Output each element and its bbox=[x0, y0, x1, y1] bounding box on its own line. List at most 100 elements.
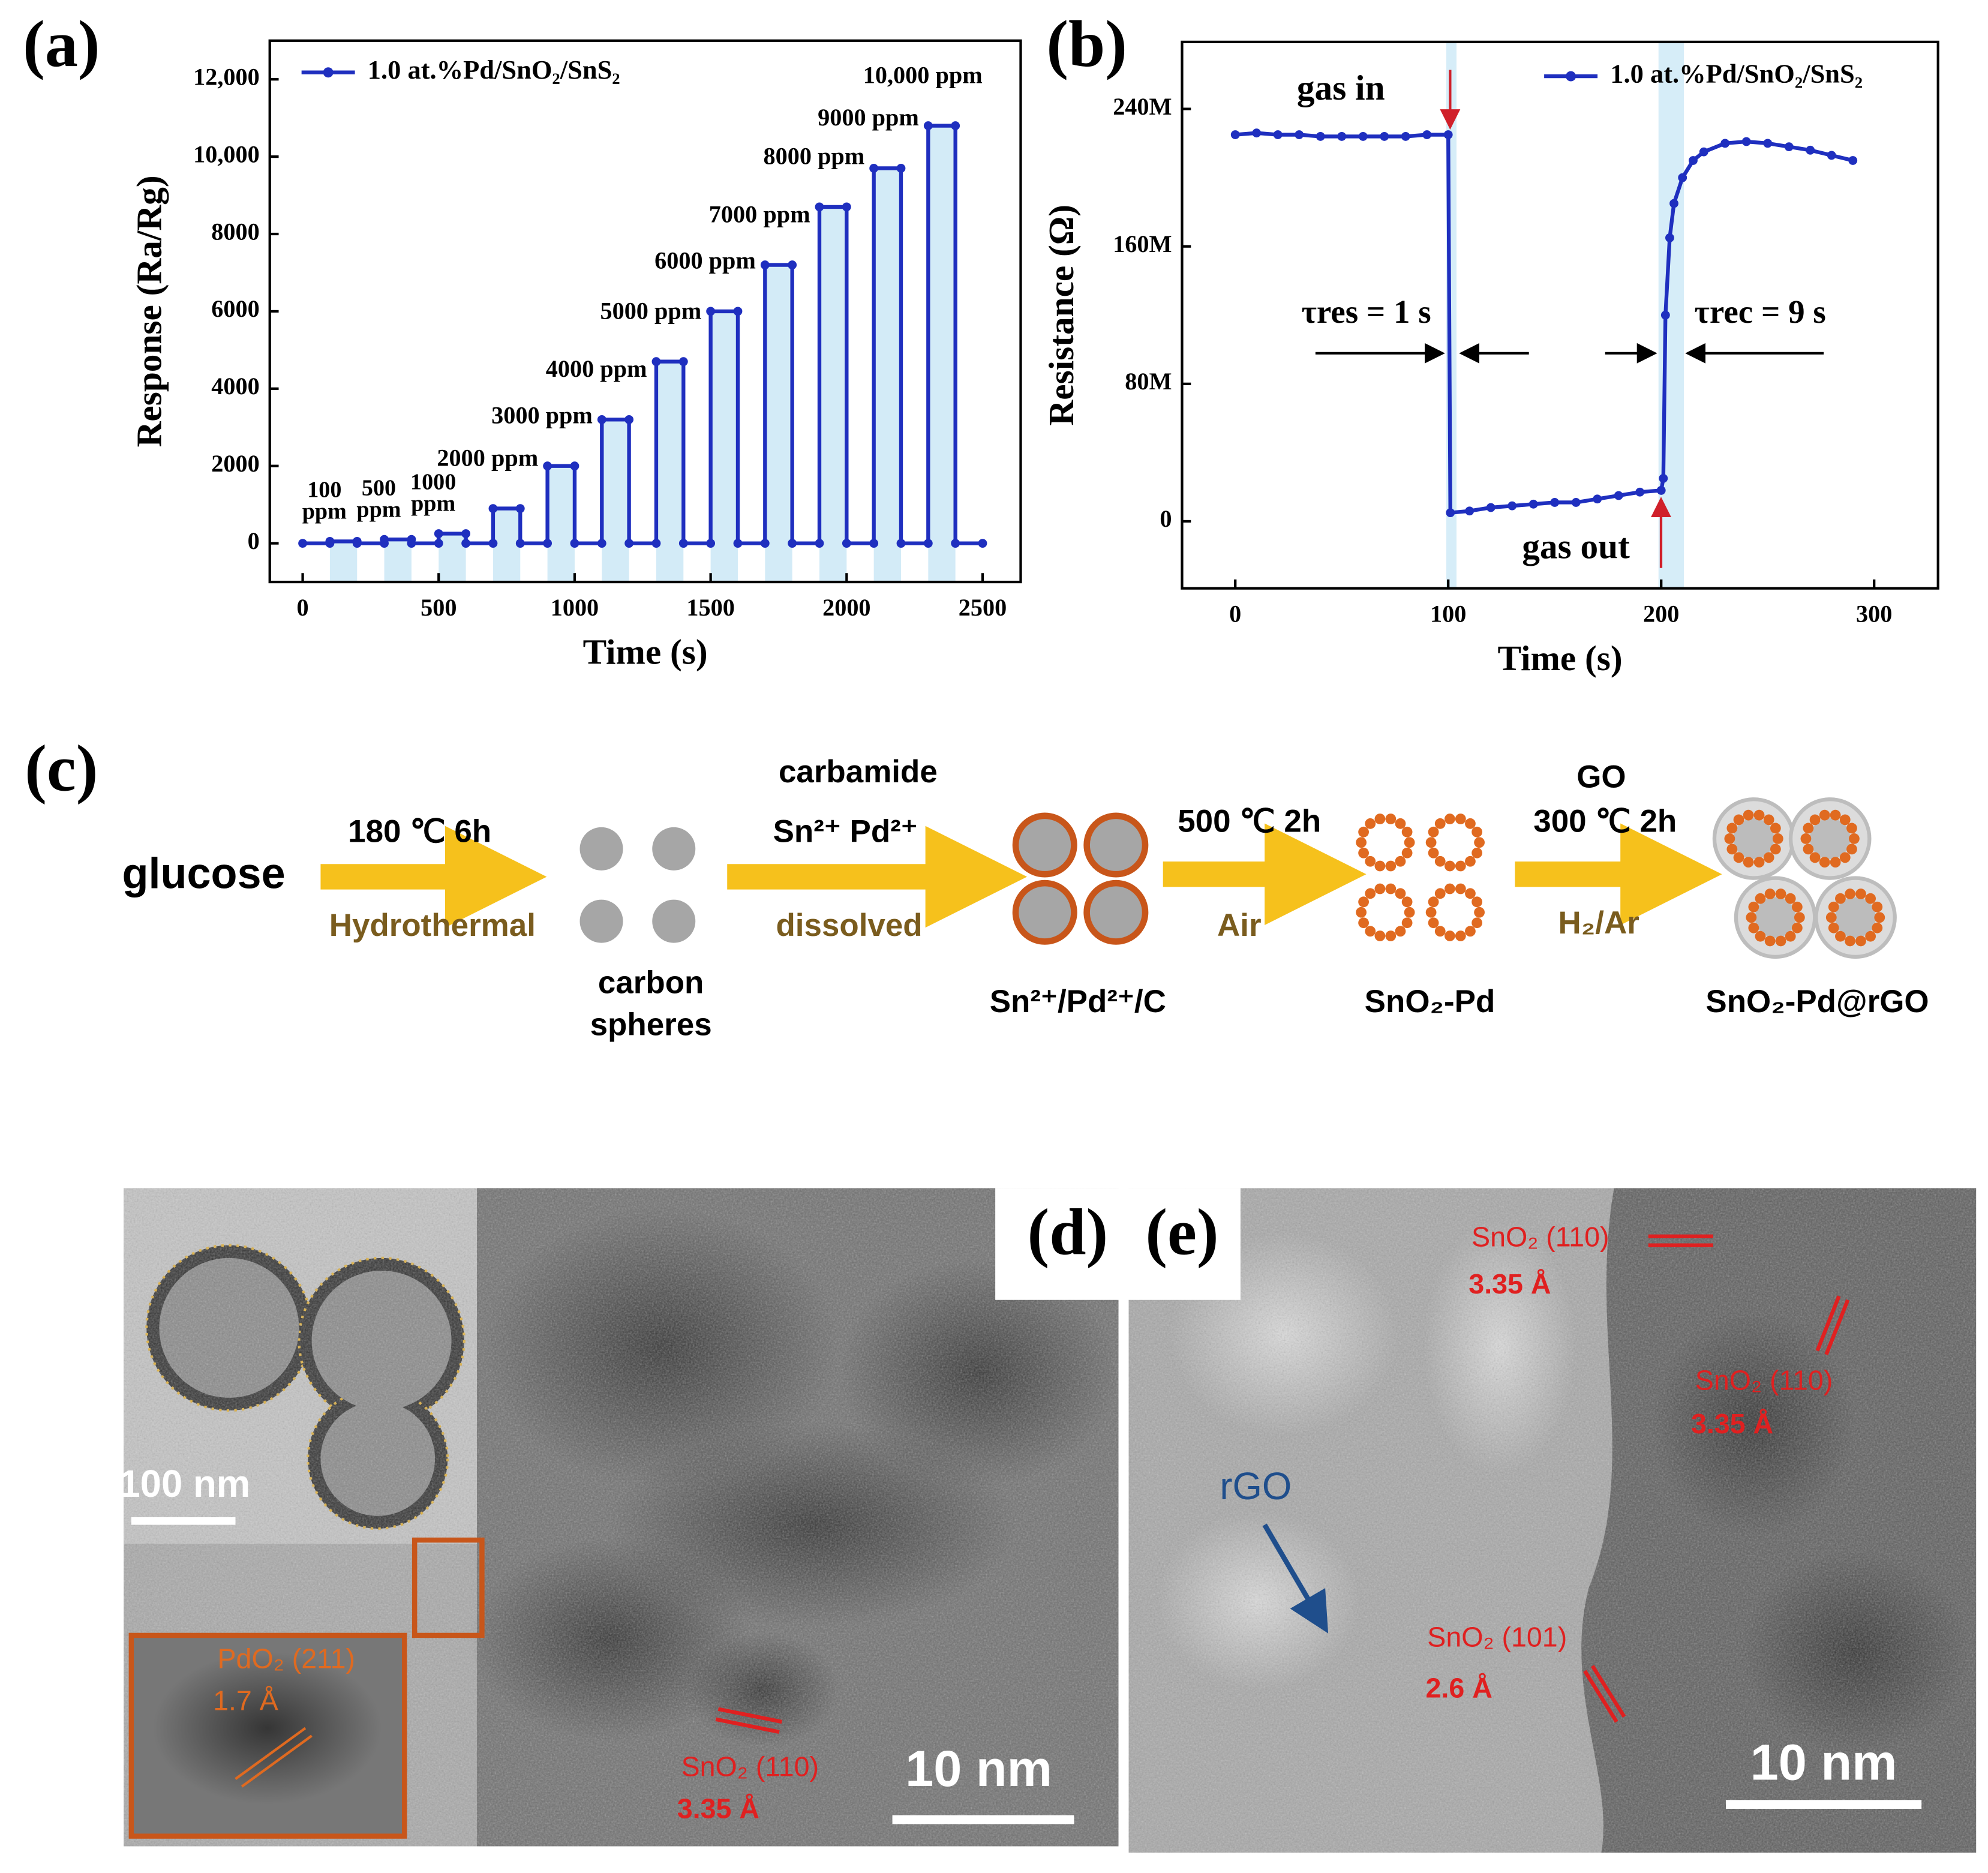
data-point bbox=[815, 539, 824, 548]
particle bbox=[1474, 837, 1485, 848]
particle bbox=[1358, 917, 1369, 929]
particle bbox=[1748, 901, 1759, 913]
pulse-label: 9000 ppm bbox=[818, 104, 919, 131]
particle bbox=[1455, 814, 1466, 824]
particle bbox=[1855, 935, 1866, 947]
data-point bbox=[1465, 506, 1475, 516]
particle bbox=[1434, 818, 1446, 829]
data-point bbox=[570, 461, 579, 471]
data-point bbox=[1635, 487, 1645, 497]
lattice-label: SnO₂ (110) bbox=[681, 1751, 819, 1782]
lattice-spacing: 2.6 Å bbox=[1426, 1672, 1492, 1703]
data-point bbox=[597, 539, 606, 548]
pulse-label: 500 bbox=[362, 475, 396, 500]
data-point bbox=[651, 539, 661, 548]
data-point bbox=[407, 539, 416, 548]
particle bbox=[1775, 935, 1786, 947]
gas-pulse bbox=[656, 361, 684, 583]
particle bbox=[1726, 844, 1738, 855]
panel-label: (d) bbox=[1028, 1195, 1109, 1268]
pulse-label: 3000 ppm bbox=[491, 401, 593, 428]
micrograph-e-labels: SnO₂ (110) 3.35 Å SnO₂ (110) 3.35 Å rGO … bbox=[1220, 1221, 1897, 1790]
wrapped-spheres bbox=[1712, 797, 1897, 959]
data-point bbox=[788, 260, 797, 269]
gas-pulse bbox=[547, 466, 575, 583]
data-point bbox=[706, 307, 716, 316]
panel-label: (e) bbox=[1145, 1195, 1218, 1268]
particle bbox=[1356, 907, 1367, 918]
data-point bbox=[1593, 494, 1602, 504]
condition: 180 ℃ 6h bbox=[348, 814, 491, 849]
start-material: glucose bbox=[122, 850, 286, 898]
scale-label: 10 nm bbox=[1750, 1733, 1897, 1790]
particle bbox=[1385, 860, 1397, 872]
gas-pulse bbox=[873, 168, 901, 583]
gas-pulse bbox=[819, 206, 847, 583]
pulse-label: 6000 ppm bbox=[654, 247, 756, 274]
particle bbox=[1434, 856, 1446, 867]
particle bbox=[1395, 856, 1406, 867]
data-point bbox=[1660, 310, 1670, 320]
data-point bbox=[923, 121, 933, 130]
data-point bbox=[923, 539, 933, 548]
data-point bbox=[678, 357, 688, 367]
process: Hydrothermal bbox=[329, 908, 536, 943]
pulse-label: 4000 ppm bbox=[546, 355, 647, 382]
data-point bbox=[842, 202, 851, 212]
particle bbox=[1385, 814, 1397, 824]
micrograph-d-labels: 100 nm PdO₂ (211) 1.7 Å SnO₂ (110) 3.35 … bbox=[119, 1463, 1052, 1824]
legend-label: 1.0 at.%Pd/SnO₂/SnS₂ bbox=[1610, 58, 1863, 88]
core bbox=[1755, 897, 1796, 938]
data-point bbox=[597, 415, 606, 424]
particle bbox=[1809, 814, 1821, 826]
data-point bbox=[978, 539, 987, 548]
particle bbox=[1445, 860, 1455, 872]
particle bbox=[1445, 931, 1455, 941]
product: SnO₂-Pd bbox=[1365, 984, 1495, 1019]
data-point bbox=[298, 539, 307, 548]
particle bbox=[1819, 809, 1830, 821]
particle bbox=[1830, 809, 1841, 821]
lattice-label: PdO₂ (211) bbox=[217, 1643, 355, 1674]
data-point bbox=[951, 539, 960, 548]
product: Sn²⁺/Pd²⁺/C bbox=[990, 984, 1166, 1019]
particle bbox=[1455, 883, 1466, 895]
gas-pulse bbox=[602, 419, 629, 583]
data-point bbox=[951, 121, 960, 130]
particle bbox=[1753, 857, 1765, 868]
data-point bbox=[1295, 130, 1304, 139]
particle bbox=[1770, 844, 1781, 855]
core bbox=[1809, 818, 1851, 859]
data-point bbox=[1784, 142, 1794, 152]
scale-label: 10 nm bbox=[905, 1740, 1052, 1797]
data-point bbox=[651, 357, 661, 367]
particle bbox=[1794, 912, 1805, 923]
y-tick-label: 160M bbox=[1113, 230, 1172, 257]
particle bbox=[1385, 931, 1397, 941]
process: dissolved bbox=[776, 908, 922, 943]
particle bbox=[1846, 844, 1857, 855]
data-line bbox=[302, 124, 983, 545]
data-point bbox=[760, 539, 770, 548]
data-point bbox=[842, 539, 851, 548]
particle bbox=[1763, 814, 1774, 826]
process: H₂/Ar bbox=[1558, 905, 1639, 941]
particle bbox=[1839, 852, 1851, 863]
data-point bbox=[1741, 137, 1751, 146]
particle bbox=[1474, 907, 1485, 918]
data-point bbox=[1669, 199, 1678, 208]
pulse-label: 8000 ppm bbox=[763, 143, 864, 170]
data-point bbox=[543, 461, 552, 471]
particle bbox=[1428, 826, 1439, 838]
b-overlays bbox=[1446, 41, 1684, 589]
y-tick-label: 10,000 bbox=[193, 140, 260, 167]
particle bbox=[1743, 809, 1754, 821]
particle bbox=[1849, 833, 1860, 844]
data-point bbox=[1486, 503, 1495, 512]
lattice-spacing: 1.7 Å bbox=[213, 1685, 278, 1716]
y-tick-label: 12,000 bbox=[193, 63, 260, 90]
condition: 300 ℃ 2h bbox=[1533, 803, 1677, 839]
scale-label: 100 nm bbox=[119, 1463, 250, 1505]
data-point bbox=[488, 539, 498, 548]
product: carbon bbox=[598, 965, 704, 1000]
